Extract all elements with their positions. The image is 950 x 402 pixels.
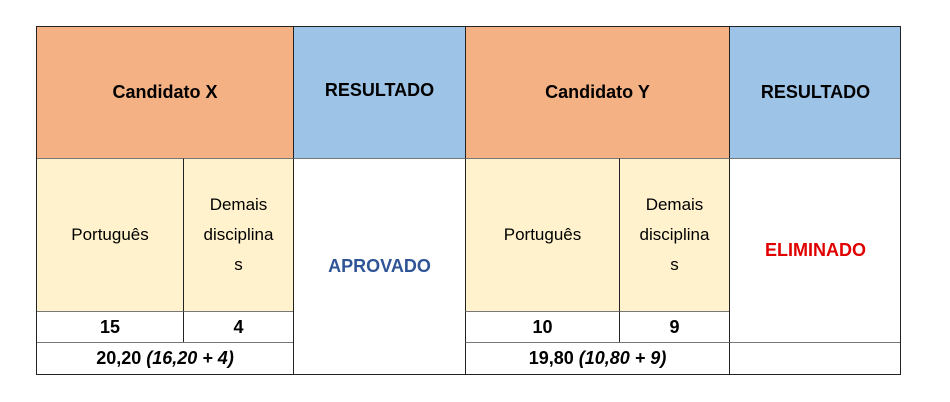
y-total-formula: (10,80 + 9) [578,348,667,368]
y-total-value: 19,80 [528,348,574,368]
x-result: APROVADO [293,158,465,374]
result-header-1: RESULTADO [293,26,465,158]
x-others-label: Demais disciplina s [183,158,293,311]
y-portuguese-score: 10 [465,311,619,342]
x-others-score: 4 [183,311,293,342]
x-total-formula: (16,20 + 4) [146,348,234,368]
y-result: ELIMINADO [729,158,901,342]
y-others-score: 9 [619,311,729,342]
x-portuguese-score: 15 [36,311,183,342]
y-portuguese-label: Português [465,158,619,311]
x-portuguese-label: Português [36,158,183,311]
candidate-x-header: Candidato X [36,26,293,158]
result-header-2: RESULTADO [729,26,901,158]
candidate-y-header: Candidato Y [465,26,729,158]
x-total-value: 20,20 [96,348,142,368]
x-total: 20,20 (16,20 + 4) [36,342,293,374]
y-total: 19,80 (10,80 + 9) [465,342,729,374]
y-others-label: Demais disciplina s [619,158,729,311]
y-empty-cell [729,342,901,374]
